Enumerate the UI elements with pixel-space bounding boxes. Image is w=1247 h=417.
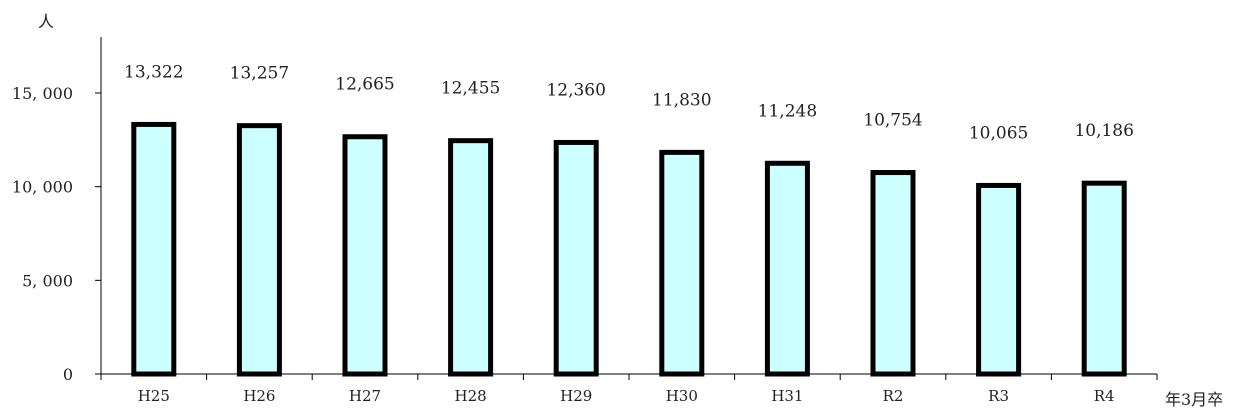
bar-r3	[976, 182, 1022, 377]
bar-h29	[553, 139, 599, 377]
bar-r4	[1081, 180, 1127, 377]
y-tick-label: 5, 000	[22, 271, 73, 290]
bar-r2	[870, 170, 916, 377]
bar-h31	[764, 160, 810, 377]
category-label: H27	[349, 387, 381, 405]
y-tick-label: 15, 000	[12, 84, 73, 103]
category-label: H26	[243, 387, 275, 405]
bar-h30	[659, 149, 705, 377]
data-label: 13,322	[124, 62, 183, 82]
y-tick-label: 0	[63, 365, 73, 384]
bar-h27	[342, 134, 388, 377]
data-label: 11,248	[758, 101, 817, 121]
data-label: 10,186	[1074, 121, 1133, 141]
data-labels: 13,322 13,257 12,665 12,455 12,360 11,830 11,2…	[124, 62, 1134, 143]
category-label: R3	[988, 387, 1009, 405]
y-axis-unit-label: 人	[38, 12, 54, 31]
category-label: H25	[138, 387, 170, 405]
y-tick-label: 10, 000	[12, 178, 73, 197]
category-label: H30	[666, 387, 698, 405]
data-label: 13,257	[230, 64, 289, 84]
bar-h26	[236, 123, 282, 377]
data-label: 12,360	[546, 80, 605, 100]
data-label: 12,665	[335, 75, 394, 95]
category-labels: H25 H26 H27 H28 H29 H30 H31 R2 R3 R4	[100, 374, 1158, 405]
category-label: H29	[560, 387, 592, 405]
x-axis-unit-label: 年3月卒	[1165, 390, 1223, 409]
bar-h28	[448, 138, 494, 377]
category-label: H31	[771, 387, 803, 405]
data-label: 12,455	[441, 79, 500, 99]
category-label: H28	[455, 387, 487, 405]
data-label: 10,754	[863, 111, 922, 131]
data-label: 10,065	[969, 123, 1028, 143]
bars	[131, 121, 1127, 377]
y-axis-ticks: 0 5, 000 10, 000 15, 000	[12, 84, 101, 384]
category-label: R4	[1094, 387, 1115, 405]
data-label: 11,830	[652, 90, 711, 110]
bar-h25	[131, 121, 177, 377]
category-label: R2	[883, 387, 904, 405]
